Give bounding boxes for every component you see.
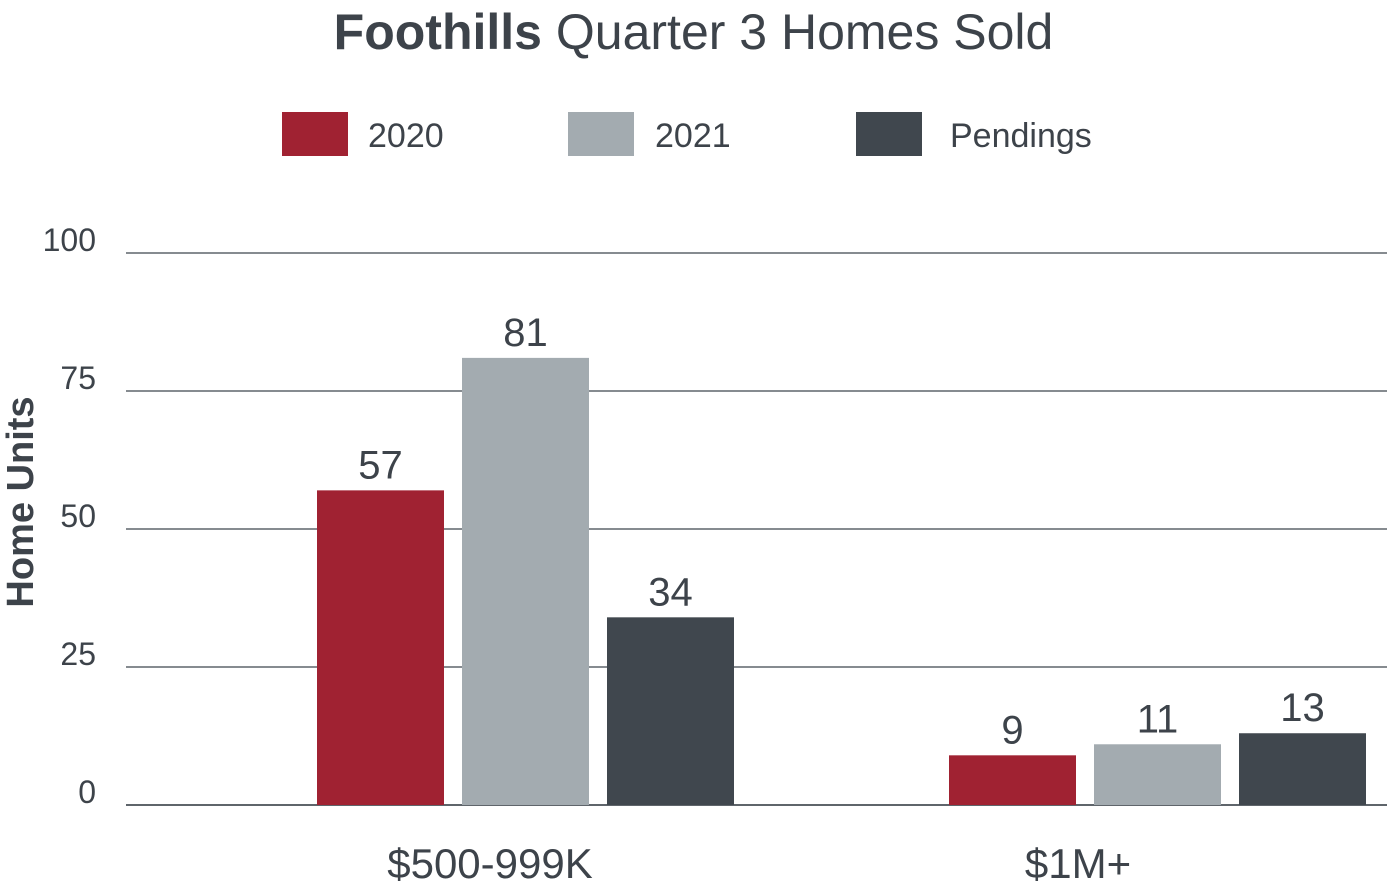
y-tick-label: 50	[60, 498, 96, 534]
legend-swatch	[282, 112, 348, 156]
y-tick-label: 0	[78, 774, 96, 810]
bar-value-label: 9	[1001, 708, 1023, 752]
bar	[607, 617, 734, 805]
x-tick-label: $500-999K	[387, 840, 593, 887]
chart-title: Foothills Quarter 3 Homes Sold	[0, 0, 1387, 64]
y-tick-label: 100	[43, 222, 96, 258]
bar	[1094, 744, 1221, 805]
legend-label: 2020	[368, 117, 444, 155]
bar-value-label: 81	[503, 311, 548, 355]
bar-value-label: 34	[648, 570, 693, 614]
legend-label: 2021	[655, 117, 731, 155]
bar	[1239, 733, 1366, 805]
bar-value-label: 11	[1137, 697, 1179, 741]
bar	[462, 357, 589, 805]
legend-swatch	[568, 112, 634, 156]
legend-label: Pendings	[950, 117, 1092, 155]
y-axis-label: Home Units	[0, 396, 42, 607]
bar-value-label: 57	[358, 443, 403, 487]
bars: 57 81 34 $500-999K 9 11 13 $1M+	[317, 311, 1366, 887]
bar	[317, 490, 444, 805]
bar-value-label: 13	[1280, 686, 1325, 730]
x-tick-label: $1M+	[1025, 840, 1131, 887]
y-tick-label: 75	[60, 360, 96, 396]
bar	[949, 755, 1076, 805]
y-tick-label: 25	[60, 636, 96, 672]
chart-title-bold: Foothills	[333, 4, 542, 60]
chart-title-rest: Quarter 3 Homes Sold	[555, 4, 1054, 60]
legend-swatch	[856, 112, 922, 156]
legend: 2020 2021 Pendings	[282, 112, 1092, 156]
